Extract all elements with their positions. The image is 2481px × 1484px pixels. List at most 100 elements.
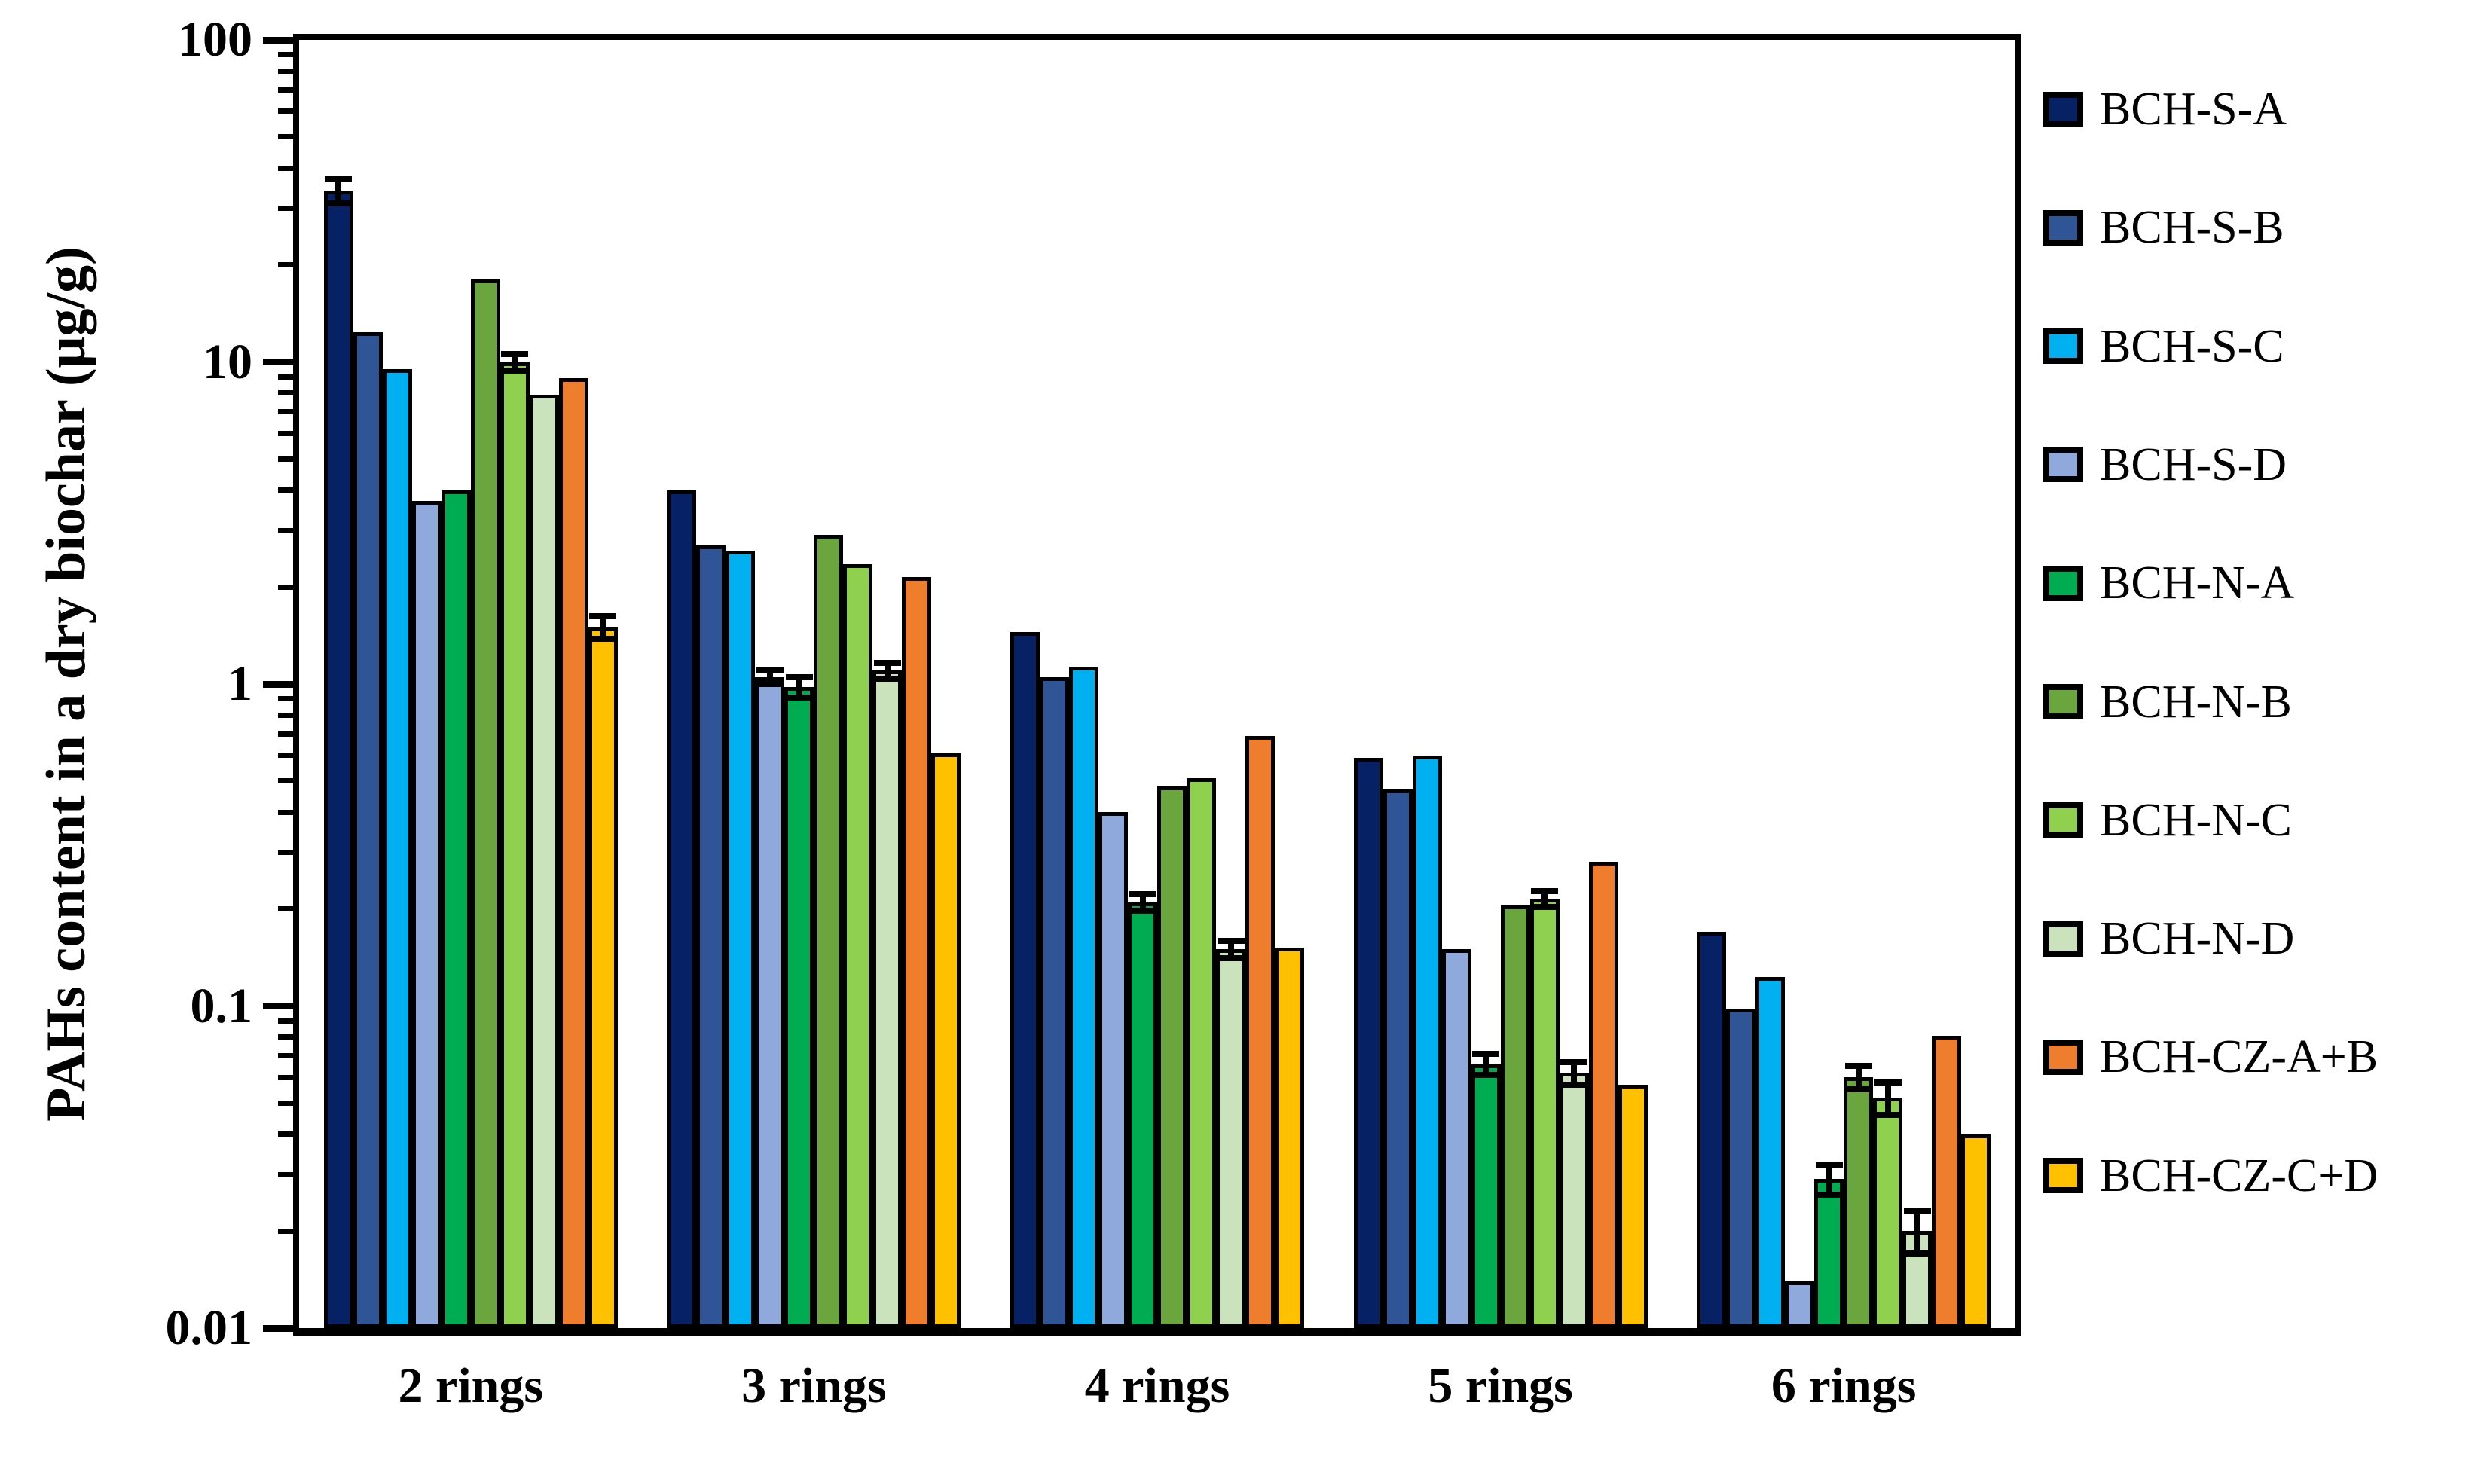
- bar-BCH-CZ-C+D: [1275, 947, 1304, 1328]
- bar-BCH-S-B: [353, 331, 383, 1328]
- legend-label: BCH-S-B: [2100, 202, 2284, 254]
- error-bar-cap: [1874, 1079, 1902, 1086]
- y-minor-tick: [278, 906, 293, 912]
- y-minor-tick: [278, 374, 293, 380]
- bar-BCH-S-D: [1098, 812, 1128, 1328]
- error-bar-cap: [1903, 1208, 1931, 1215]
- error-bar-cap: [1531, 888, 1559, 895]
- bar-BCH-N-A: [1814, 1179, 1844, 1328]
- y-tick-label: 0.01: [165, 1300, 253, 1355]
- legend-label: BCH-N-A: [2100, 557, 2295, 609]
- error-bar-cap: [1217, 954, 1245, 961]
- bar-BCH-S-B: [696, 545, 726, 1328]
- y-minor-tick: [278, 68, 293, 74]
- y-tick-label: 10: [203, 334, 252, 389]
- y-minor-tick: [278, 712, 293, 718]
- error-bar-cap: [1874, 1111, 1902, 1118]
- bar-group-6-rings: [1697, 40, 1991, 1328]
- bar-group-2-rings: [323, 40, 618, 1328]
- legend-swatch: [2043, 328, 2083, 365]
- error-bar-cap: [756, 667, 784, 674]
- legend-item-BCH-S-C: BCH-S-C: [2043, 322, 2284, 371]
- error-bar-stem: [512, 353, 518, 371]
- bar-BCH-N-D: [529, 395, 559, 1328]
- y-major-tick: [263, 359, 293, 365]
- y-minor-tick: [278, 1171, 293, 1177]
- y-minor-tick: [278, 87, 293, 93]
- legend-swatch: [2043, 91, 2083, 127]
- legend-swatch: [2043, 209, 2083, 246]
- y-minor-tick: [278, 731, 293, 737]
- bar-BCH-CZ-C+D: [1961, 1134, 1991, 1328]
- bar-BCH-S-B: [1383, 789, 1413, 1328]
- error-bar-cap: [1472, 1072, 1500, 1079]
- bar-BCH-S-D: [1785, 1281, 1815, 1328]
- legend-label: BCH-N-B: [2100, 676, 2292, 728]
- bar-BCH-S-A: [1353, 757, 1383, 1328]
- bar-BCH-S-D: [1441, 949, 1471, 1328]
- bar-group-4-rings: [1010, 40, 1304, 1328]
- legend: BCH-S-A BCH-S-B BCH-S-C BCH-S-D BCH-N-A BCH-N…: [2043, 0, 2476, 1484]
- y-minor-tick: [278, 487, 293, 493]
- x-category-label: 5 rings: [1428, 1358, 1573, 1413]
- legend-swatch: [2043, 684, 2083, 719]
- bar-BCH-CZ-A+B: [1588, 862, 1618, 1328]
- error-bar-cap: [1217, 938, 1245, 945]
- legend-label: BCH-N-D: [2100, 913, 2295, 965]
- error-bar-stem: [335, 179, 342, 204]
- x-category-label: 6 rings: [1771, 1358, 1917, 1413]
- bar-BCH-N-B: [1844, 1077, 1874, 1328]
- legend-label: BCH-S-A: [2100, 84, 2287, 135]
- y-major-tick: [263, 1003, 293, 1009]
- error-bar-cap: [1129, 891, 1156, 898]
- error-bar-cap: [325, 200, 353, 207]
- legend-item-BCH-S-D: BCH-S-D: [2043, 440, 2287, 490]
- legend-item-BCH-N-C: BCH-N-C: [2043, 795, 2292, 845]
- legend-label: BCH-N-C: [2100, 794, 2292, 846]
- error-bar-stem: [884, 663, 891, 679]
- legend-swatch: [2043, 921, 2083, 957]
- bar-BCH-S-A: [323, 191, 353, 1328]
- y-minor-tick: [278, 1034, 293, 1040]
- error-bar-cap: [873, 675, 901, 682]
- bar-BCH-N-C: [1529, 899, 1560, 1328]
- bar-BCH-N-C: [1873, 1097, 1903, 1328]
- bar-BCH-S-D: [755, 676, 785, 1328]
- bar-BCH-S-A: [667, 490, 697, 1328]
- bar-BCH-N-D: [1559, 1073, 1589, 1328]
- y-tick-label: 1: [228, 656, 252, 711]
- bar-BCH-S-B: [1726, 1009, 1756, 1328]
- error-bar-stem: [1884, 1082, 1891, 1115]
- y-minor-tick: [278, 165, 293, 171]
- bar-BCH-N-C: [843, 564, 873, 1328]
- error-bar-cap: [1815, 1162, 1843, 1169]
- y-major-tick: [263, 680, 293, 688]
- bar-BCH-S-C: [726, 550, 756, 1328]
- y-minor-tick: [278, 1074, 293, 1080]
- bar-BCH-CZ-A+B: [902, 576, 932, 1328]
- bar-BCH-S-C: [1755, 977, 1786, 1328]
- bar-BCH-CZ-A+B: [558, 378, 588, 1328]
- error-bar-stem: [766, 670, 773, 684]
- error-bar-cap: [873, 660, 901, 667]
- error-bar-cap: [325, 176, 353, 182]
- legend-item-BCH-N-B: BCH-N-B: [2043, 677, 2292, 727]
- bar-BCH-S-C: [382, 369, 412, 1328]
- y-minor-tick: [278, 456, 293, 462]
- error-bar-stem: [1227, 941, 1234, 958]
- error-bar-stem: [600, 616, 607, 640]
- legend-label: BCH-S-D: [2100, 438, 2287, 490]
- legend-label: BCH-S-C: [2100, 320, 2284, 372]
- error-bar-cap: [785, 673, 813, 680]
- legend-item-BCH-S-B: BCH-S-B: [2043, 203, 2284, 252]
- error-bar-stem: [1571, 1061, 1578, 1085]
- y-minor-tick: [278, 108, 293, 115]
- bar-group-5-rings: [1353, 40, 1648, 1328]
- bar-BCH-CZ-A+B: [1932, 1035, 1962, 1328]
- y-major-tick: [263, 36, 293, 44]
- error-bar-cap: [1903, 1250, 1931, 1257]
- bar-BCH-N-D: [1216, 949, 1245, 1328]
- y-minor-tick: [278, 584, 293, 590]
- error-bar-cap: [589, 636, 617, 643]
- legend-item-BCH-N-D: BCH-N-D: [2043, 914, 2294, 963]
